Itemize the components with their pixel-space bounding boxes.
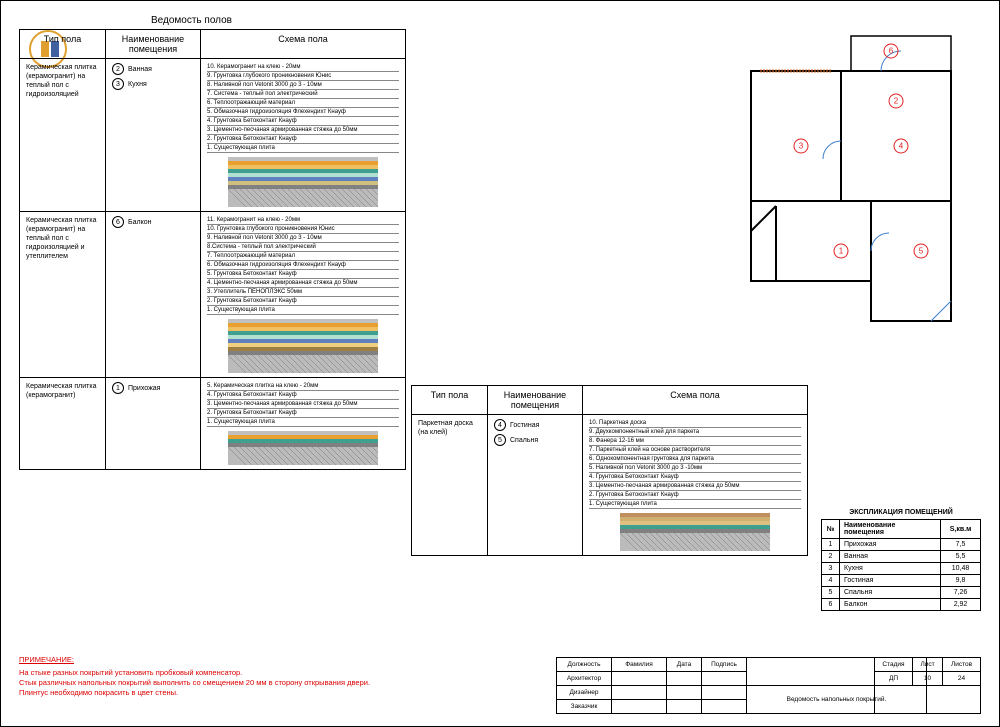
col-head-rooms: Наименование помещения (106, 30, 201, 59)
expl-head-area: S,кв.м (941, 520, 981, 539)
col-head-rooms-2: Наименование помещения (488, 386, 583, 415)
col-head-scheme: Схема пола (201, 30, 406, 59)
expl-head-num: № (822, 520, 840, 539)
main-title: Ведомость полов (151, 15, 232, 26)
floor-rooms-cell: 6Балкон (106, 212, 201, 378)
floor-row: Керамическая плитка (керамогранит) на те… (20, 59, 406, 212)
expl-row: 5Спальня7,26 (822, 587, 981, 599)
svg-text:6: 6 (889, 47, 894, 56)
explication-table: № Наименование помещения S,кв.м 1Прихожа… (821, 519, 981, 611)
expl-row: 6Балкон2,92 (822, 599, 981, 611)
floor-type-cell: Керамическая плитка (керамогранит) (20, 378, 106, 470)
note-line: На стыке разных покрытий установить проб… (19, 668, 370, 678)
note-line: Стык различных напольных покрытий выполн… (19, 678, 370, 688)
expl-row: 2Ванная5,5 (822, 551, 981, 563)
explication-title: ЭКСПЛИКАЦИЯ ПОМЕЩЕНИЙ (821, 509, 981, 516)
floor-plan: 6 3 4 1 5 2 (721, 21, 981, 341)
floor-rooms-cell: 4Гостиная5Спальня (488, 415, 583, 556)
floor-scheme-cell: 11. Керамогранит на клею - 20мм10. Грунт… (201, 212, 406, 378)
floor-scheme-cell: 10. Керамогранит на клею - 20мм9. Грунто… (201, 59, 406, 212)
floor-schedule-table: Тип пола Наименование помещения Схема по… (19, 29, 406, 470)
floor-rooms-cell: 1Прихожая (106, 378, 201, 470)
note-title: ПРИМЕЧАНИЕ: (19, 655, 370, 665)
svg-text:3: 3 (799, 142, 804, 151)
col-head-type: Тип пола (20, 30, 106, 59)
note-line: Плинтус необходимо покрасить в цвет стен… (19, 688, 370, 698)
floor-rooms-cell: 2Ванная3Кухня (106, 59, 201, 212)
expl-row: 3Кухня10,48 (822, 563, 981, 575)
floor-schedule-table-2: Тип пола Наименование помещения Схема по… (411, 385, 808, 556)
title-block: ДолжностьФамилияДатаПодписьАрхитекторДиз… (556, 657, 927, 714)
explication-block: ЭКСПЛИКАЦИЯ ПОМЕЩЕНИЙ № Наименование пом… (821, 509, 981, 611)
floor-scheme-cell: 5. Керамическая плитка на клею - 20мм4. … (201, 378, 406, 470)
expl-row: 4Гостиная9,8 (822, 575, 981, 587)
floor-type-cell: Керамическая плитка (керамогранит) на те… (20, 59, 106, 212)
col-head-type-2: Тип пола (412, 386, 488, 415)
floor-scheme-cell: 10. Паркетная доска9. Двухкомпонентный к… (583, 415, 808, 556)
floor-type-cell: Керамическая плитка (керамогранит) на те… (20, 212, 106, 378)
svg-text:2: 2 (894, 97, 899, 106)
expl-row: 1Прихожая7,5 (822, 539, 981, 551)
floor-row: Керамическая плитка (керамогранит) на те… (20, 212, 406, 378)
svg-text:1: 1 (839, 247, 844, 256)
svg-text:5: 5 (919, 247, 924, 256)
floor-row: Паркетная доска (на клей)4Гостиная5Спаль… (412, 415, 808, 556)
floor-type-cell: Паркетная доска (на клей) (412, 415, 488, 556)
note-block: ПРИМЕЧАНИЕ: На стыке разных покрытий уст… (19, 655, 370, 699)
expl-head-name: Наименование помещения (840, 520, 941, 539)
col-head-scheme-2: Схема пола (583, 386, 808, 415)
svg-text:4: 4 (899, 142, 904, 151)
floor-row: Керамическая плитка (керамогранит)1Прихо… (20, 378, 406, 470)
